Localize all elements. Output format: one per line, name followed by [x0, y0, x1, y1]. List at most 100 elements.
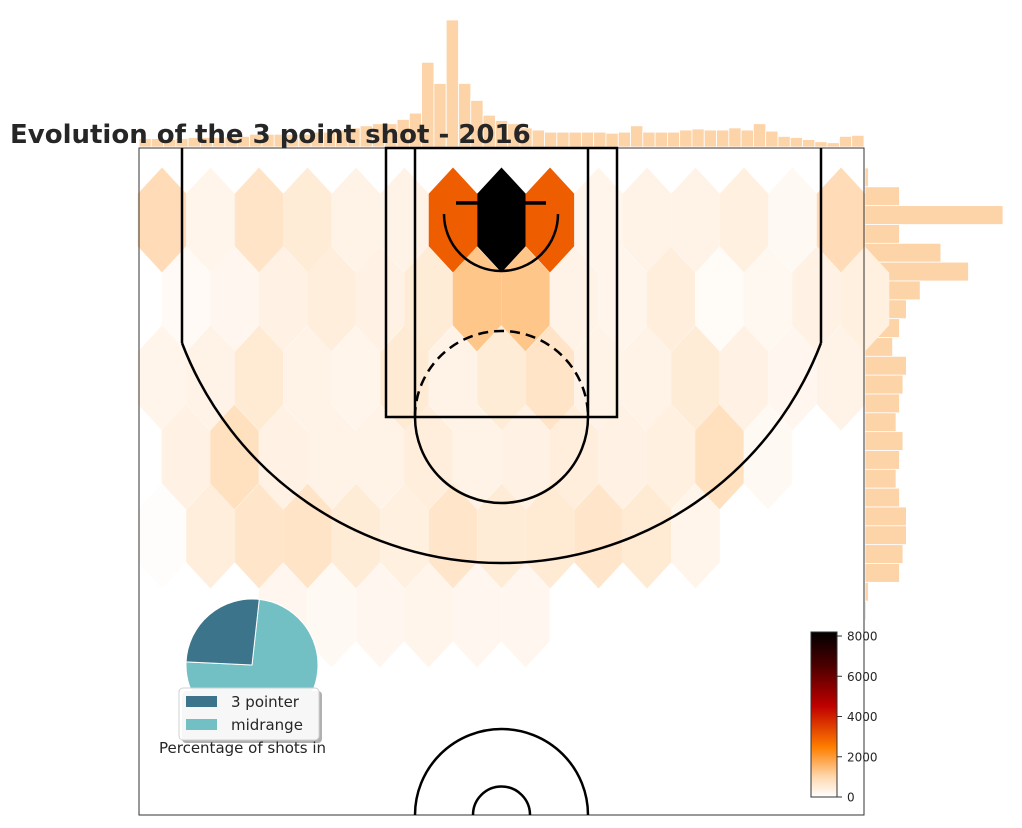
- basketball-court-lines: [138, 146, 865, 816]
- hexbin-cell: [234, 167, 284, 273]
- colorbar-tick-label: 4000: [847, 710, 878, 724]
- top-histogram-bar: [630, 125, 644, 148]
- hexbin-cell: [355, 404, 405, 510]
- right-histogram-bar: [864, 393, 900, 414]
- hexbin-cell: [768, 167, 817, 273]
- hexbin-cell: [622, 325, 672, 431]
- right-histogram-bar: [864, 431, 904, 451]
- right-histogram-bar: [864, 450, 900, 470]
- hexbin-cell: [186, 325, 235, 431]
- right-histogram-bar: [864, 224, 900, 244]
- top-histogram-bar: [802, 139, 816, 148]
- top-marginal-histogram: [138, 19, 865, 148]
- hexbin-cell: [307, 562, 356, 668]
- hexbin-cell: [501, 562, 550, 668]
- colorbar-tick-label: 0: [847, 791, 855, 805]
- hexbin-cell: [695, 404, 744, 510]
- colorbar-tick-label: 6000: [847, 670, 878, 684]
- right-histogram-bar: [864, 525, 907, 546]
- hexbin-cell: [210, 404, 259, 510]
- pie-legend: 3 pointer midrange: [178, 687, 322, 743]
- right-histogram-bar: [864, 167, 869, 188]
- hexbin-cell: [598, 246, 647, 352]
- hexbin-cell: [646, 404, 696, 510]
- hexbin-cell: [452, 246, 502, 352]
- hexbin-cell: [695, 246, 744, 352]
- hexbin-cell: [428, 167, 478, 273]
- hexbin-cell: [622, 167, 672, 273]
- hexbin-cell: [719, 167, 769, 273]
- restricted-area-arc: [442, 213, 560, 273]
- right-histogram-bar: [864, 412, 897, 433]
- colorbar-gradient: [810, 631, 838, 798]
- top-histogram-bar: [777, 136, 791, 148]
- free-throw-circle-top: [413, 329, 590, 418]
- top-histogram-bar: [728, 127, 742, 148]
- hexbin-cell: [283, 325, 332, 431]
- top-histogram-bar: [617, 131, 631, 148]
- hexbin-cell: [186, 167, 235, 273]
- hexbin-cell: [283, 167, 332, 273]
- pie-caption: Percentage of shots in: [159, 739, 326, 757]
- hexbin-cell: [622, 483, 672, 589]
- legend-label-3-pointer: 3 pointer: [231, 693, 300, 711]
- hexbin-cell: [331, 167, 381, 273]
- right-histogram-bar: [864, 186, 900, 207]
- right-histogram-bar: [864, 563, 900, 583]
- hexbin-cell: [501, 246, 550, 352]
- top-histogram-bar: [814, 141, 828, 148]
- colorbar: 0 2000 4000 6000 8000: [810, 630, 878, 805]
- hexbin-cell: [137, 167, 187, 273]
- hexbin-cell: [768, 325, 817, 431]
- top-histogram-bar: [826, 142, 840, 148]
- right-histogram-bar: [864, 355, 907, 376]
- hexbin-cell: [355, 562, 405, 668]
- top-histogram-bar: [568, 131, 582, 148]
- right-histogram-bar: [864, 205, 1004, 225]
- top-histogram-bar: [642, 131, 656, 148]
- hexbin-cell: [307, 246, 356, 352]
- pie-slice-3-pointer: [185, 598, 260, 666]
- hexbin-cell: [380, 167, 429, 273]
- legend-label-midrange: midrange: [231, 716, 303, 734]
- free-throw-circle-bottom: [413, 416, 590, 505]
- hexbin-cell: [258, 404, 308, 510]
- hexbin-cell: [743, 246, 793, 352]
- center-circle-inner: [471, 785, 532, 816]
- top-histogram-bar: [740, 129, 754, 148]
- hexbin-cell: [380, 483, 429, 589]
- colorbar-tick-label: 2000: [847, 750, 878, 764]
- top-histogram-bar: [691, 128, 705, 148]
- top-histogram-bar: [556, 131, 570, 148]
- legend-swatch-3-pointer: [186, 696, 217, 707]
- right-marginal-histogram: [864, 167, 1004, 621]
- hexbin-cell: [525, 167, 575, 273]
- hexbin-cell: [743, 404, 793, 510]
- hexbin-cell: [380, 325, 429, 431]
- hexbin-cell: [161, 246, 211, 352]
- top-histogram-bar: [605, 132, 619, 148]
- hexbin-cell: [234, 483, 284, 589]
- hexbin-cell: [452, 404, 502, 510]
- top-histogram-bar: [703, 129, 717, 148]
- top-histogram-bar: [679, 129, 693, 148]
- hexbin-cell: [501, 404, 550, 510]
- hexbin-cell: [210, 246, 259, 352]
- right-histogram-bar: [864, 600, 867, 621]
- right-histogram-bar: [864, 374, 904, 395]
- top-histogram-bar: [716, 129, 730, 148]
- hexbin-cell: [549, 246, 599, 352]
- hexbin-cell: [137, 483, 187, 589]
- hexbin-cell: [646, 246, 696, 352]
- hexbin-cell: [307, 404, 356, 510]
- hexbin-cell: [719, 325, 769, 431]
- top-histogram-bar: [765, 130, 779, 148]
- three-point-arc: [180, 342, 823, 565]
- hexbin-cell: [792, 246, 841, 352]
- hexbin-cell: [234, 325, 284, 431]
- top-histogram-bar: [593, 131, 607, 148]
- right-histogram-bar: [864, 581, 869, 602]
- right-histogram-bar: [864, 487, 900, 508]
- hexbin-cell: [355, 246, 405, 352]
